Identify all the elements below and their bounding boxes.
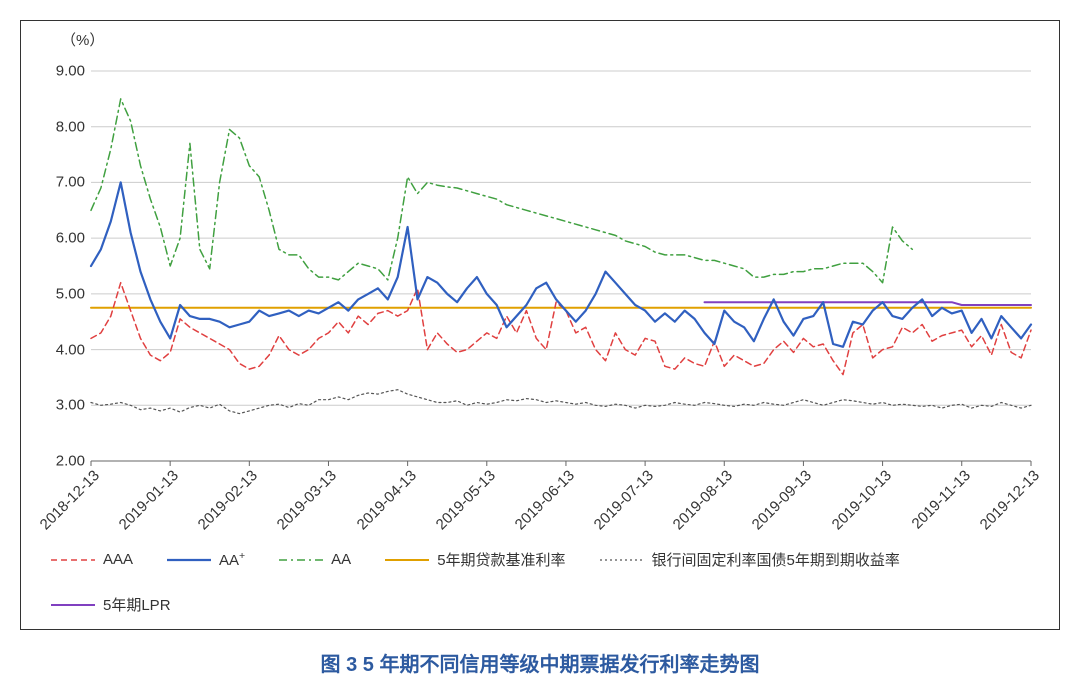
x-tick-label: 2019-08-13 bbox=[670, 467, 736, 533]
legend-item-gov_bond: 银行间固定利率国债5年期到期收益率 bbox=[600, 549, 900, 570]
legend-label: AA bbox=[331, 551, 351, 568]
x-tick-label: 2019-02-13 bbox=[195, 467, 261, 533]
legend-item-AA: AA bbox=[279, 551, 351, 568]
x-tick-label: 2019-04-13 bbox=[353, 467, 419, 533]
legend-item-LPR: 5年期LPR bbox=[51, 594, 171, 615]
chart-container: （%） 2.003.004.005.006.007.008.009.002018… bbox=[0, 0, 1080, 689]
y-tick-label: 7.00 bbox=[56, 174, 85, 191]
series-gov_bond bbox=[91, 390, 1031, 414]
legend-swatch bbox=[279, 553, 323, 567]
legend-label: AA+ bbox=[219, 550, 245, 569]
x-tick-label: 2019-06-13 bbox=[512, 467, 578, 533]
y-tick-label: 8.00 bbox=[56, 118, 85, 135]
plot-area: 2.003.004.005.006.007.008.009.002018-12-… bbox=[91, 71, 1031, 461]
y-tick-label: 4.00 bbox=[56, 341, 85, 358]
x-tick-label: 2019-09-13 bbox=[749, 467, 815, 533]
x-tick-label: 2019-10-13 bbox=[828, 467, 894, 533]
chart-caption: 图 3 5 年期不同信用等级中期票据发行利率走势图 bbox=[20, 648, 1060, 677]
x-tick-label: 2019-11-13 bbox=[908, 467, 973, 532]
legend-swatch bbox=[600, 553, 644, 567]
x-tick-label: 2019-01-13 bbox=[116, 467, 182, 533]
legend-swatch bbox=[51, 553, 95, 567]
legend-label: AAA bbox=[103, 551, 133, 568]
y-tick-label: 5.00 bbox=[56, 285, 85, 302]
legend: AAA AA+ AA 5年期贷款基准利率 银行间固定利率国债5年期到期收益率 5年期LPR bbox=[51, 549, 1029, 615]
legend-item-benchmark: 5年期贷款基准利率 bbox=[385, 549, 565, 570]
x-tick-label: 2019-03-13 bbox=[274, 467, 340, 533]
series-LPR bbox=[705, 302, 1032, 305]
x-tick-label: 2019-07-13 bbox=[591, 467, 657, 533]
legend-swatch bbox=[167, 553, 211, 567]
legend-swatch bbox=[51, 598, 95, 612]
legend-label: 5年期LPR bbox=[103, 594, 171, 615]
legend-label: 5年期贷款基准利率 bbox=[437, 549, 565, 570]
legend-item-AA_plus: AA+ bbox=[167, 550, 245, 569]
x-tick-label: 2018-12-13 bbox=[37, 467, 103, 533]
series-AAA bbox=[91, 283, 1031, 375]
y-tick-label: 6.00 bbox=[56, 230, 85, 247]
y-tick-label: 3.00 bbox=[56, 397, 85, 414]
plot-svg bbox=[91, 71, 1031, 461]
legend-label: 银行间固定利率国债5年期到期收益率 bbox=[652, 549, 900, 570]
y-tick-label: 2.00 bbox=[56, 453, 85, 470]
y-tick-label: 9.00 bbox=[56, 63, 85, 80]
y-axis-unit: （%） bbox=[61, 29, 104, 50]
x-tick-label: 2019-12-13 bbox=[977, 467, 1043, 533]
x-tick-label: 2019-05-13 bbox=[433, 467, 499, 533]
chart-frame: （%） 2.003.004.005.006.007.008.009.002018… bbox=[20, 20, 1060, 630]
legend-item-AAA: AAA bbox=[51, 551, 133, 568]
series-AA_plus bbox=[91, 182, 1031, 346]
legend-swatch bbox=[385, 553, 429, 567]
